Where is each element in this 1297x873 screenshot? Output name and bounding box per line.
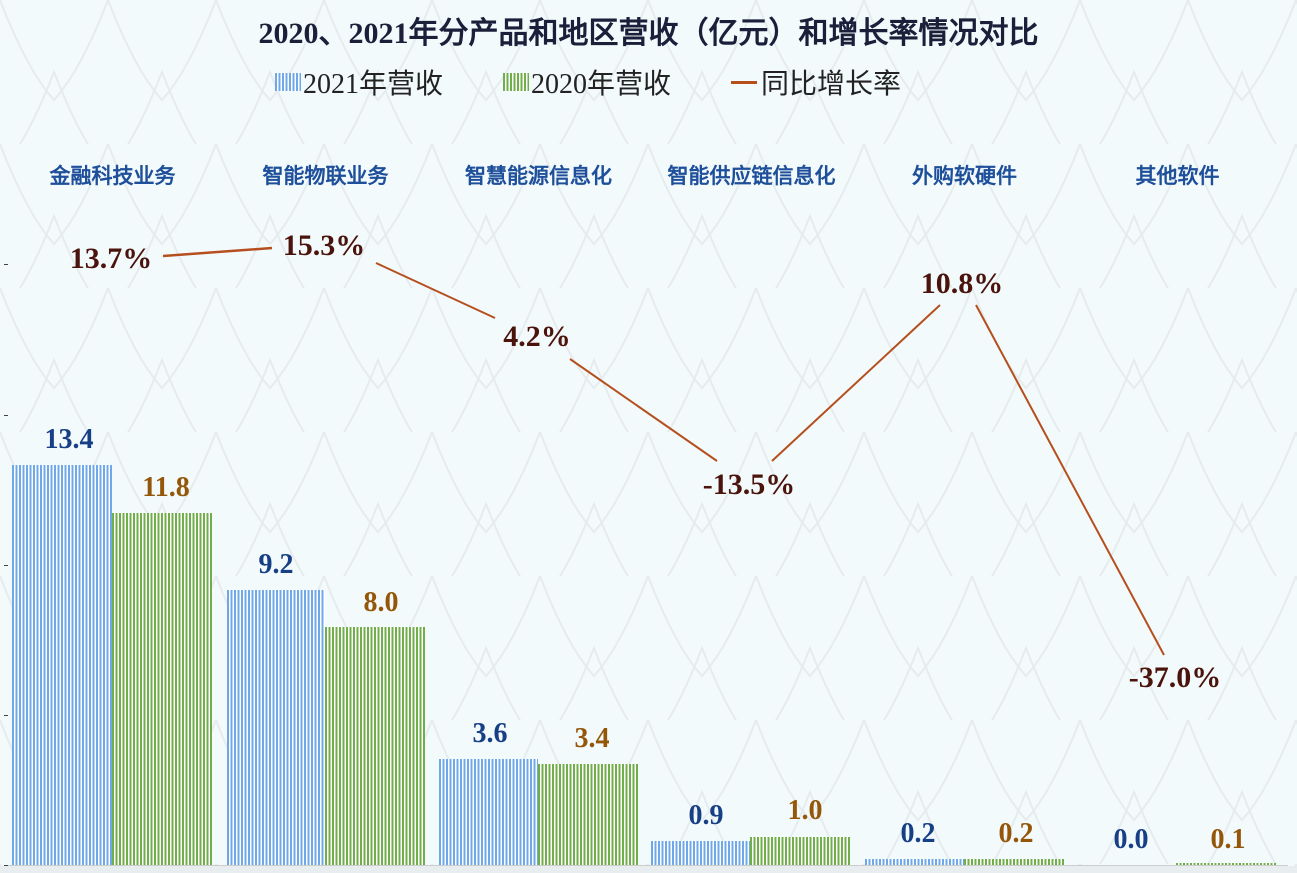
growth-rate-label: 13.7% [69, 242, 153, 275]
category-label: 外购软硬件 [912, 164, 1017, 188]
category-label: 智慧能源信息化 [465, 164, 612, 188]
x-axis-line [8, 865, 1288, 866]
legend-line-growth-icon [731, 80, 758, 84]
chart-title: 2020、2021年分产品和地区营收（亿元）和增长率情况对比 [258, 17, 1039, 50]
legend-item-2020: 2020年营收 [503, 62, 671, 102]
category-label: 智能供应链信息化 [667, 164, 836, 188]
bar-value-label-2020: 11.8 [142, 472, 190, 503]
bar-2020[interactable] [538, 764, 638, 865]
bar-2021[interactable] [12, 465, 112, 865]
category-label: 智能物联业务 [262, 164, 389, 188]
category-label: 其他软件 [1135, 164, 1220, 188]
growth-rate-label: 4.2% [503, 320, 571, 353]
bar-2020[interactable] [964, 859, 1064, 865]
y-axis-tick [4, 415, 8, 416]
legend: 2021年营收 2020年营收 同比增长率 [275, 62, 901, 102]
legend-label-2021: 2021年营收 [303, 69, 444, 100]
bar-value-label-2020: 1.0 [787, 795, 823, 826]
bar-2020[interactable] [750, 837, 850, 865]
legend-label-2020: 2020年营收 [531, 69, 672, 100]
y-axis-tick [4, 264, 8, 265]
bar-value-label-2021: 9.2 [258, 549, 294, 580]
bar-value-label-2020: 0.2 [998, 818, 1034, 849]
legend-item-2021: 2021年营收 [275, 62, 443, 102]
bottom-strip [0, 866, 1297, 873]
bar-value-label-2021: 13.4 [44, 424, 94, 455]
bar-2021[interactable] [227, 590, 325, 865]
category-label: 金融科技业务 [49, 164, 176, 188]
bar-value-label-2020: 8.0 [363, 587, 399, 618]
legend-swatch-2020-icon [503, 73, 530, 91]
bar-value-label-2021: 3.6 [472, 718, 508, 749]
bar-2021[interactable] [865, 859, 964, 865]
legend-item-growth: 同比增长率 [731, 62, 901, 102]
legend-label-growth: 同比增长率 [761, 69, 902, 100]
growth-rate-label: -37.0% [1128, 661, 1222, 694]
y-axis-tick [4, 865, 8, 866]
bar-value-label-2020: 3.4 [574, 723, 610, 754]
bar-value-label-2021: 0.9 [688, 800, 724, 831]
y-axis-tick [4, 715, 8, 716]
bar-2020[interactable] [112, 513, 212, 865]
bar-2021[interactable] [651, 841, 750, 865]
bar-2020[interactable] [325, 627, 425, 865]
growth-rate-label: 10.8% [920, 267, 1004, 300]
bar-value-label-2021: 0.2 [900, 818, 936, 849]
legend-swatch-2021-icon [275, 73, 301, 91]
growth-rate-label: 15.3% [282, 229, 366, 262]
bar-value-label-2020: 0.1 [1210, 824, 1246, 855]
y-axis-tick [4, 565, 8, 566]
bar-2020[interactable] [1176, 863, 1276, 865]
growth-rate-label: -13.5% [702, 468, 796, 501]
bar-value-label-2021: 0.0 [1113, 824, 1149, 855]
bar-2021[interactable] [439, 759, 538, 865]
